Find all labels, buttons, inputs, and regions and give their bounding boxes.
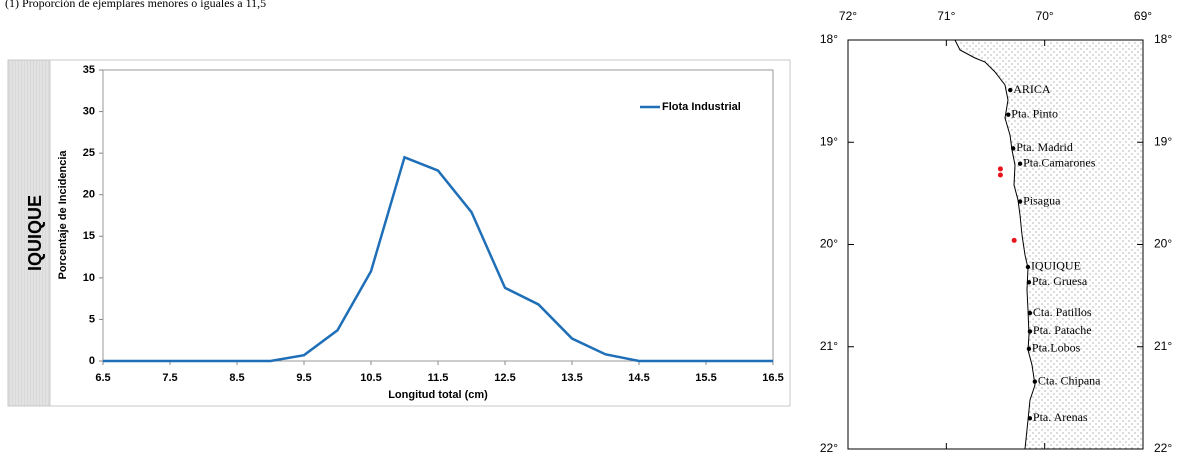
y-tick-label: 30	[83, 105, 95, 117]
place-dot	[1006, 112, 1011, 117]
y-tick-label: 35	[83, 64, 95, 76]
sample-point	[997, 172, 1003, 178]
chart-panel	[7, 59, 791, 407]
y-tick-label: 25	[83, 147, 95, 159]
x-tick-label: 8.5	[229, 372, 244, 384]
y-tick-label: 10	[83, 272, 95, 284]
y-tick-label: 15	[83, 230, 95, 242]
x-tick-label: 14.5	[628, 372, 649, 384]
place-label: Pta. Gruesa	[1032, 274, 1088, 288]
x-tick-label: 12.5	[494, 372, 515, 384]
place-label: Pta. Pinto	[1011, 106, 1058, 120]
place-label: Cta. Chipana	[1038, 373, 1101, 387]
lat-label: 21°	[1154, 339, 1172, 353]
place-label: Pisagua	[1023, 193, 1061, 207]
place-dot	[1011, 146, 1016, 151]
x-tick-label: 16.5	[762, 372, 783, 384]
lat-label: 20°	[820, 237, 838, 251]
panel-label-box	[7, 59, 51, 407]
caption: (1) Proporción de ejemplares menores o i…	[5, 0, 266, 10]
x-tick-label: 9.5	[296, 372, 311, 384]
place-dot	[1008, 87, 1013, 93]
coastline	[954, 39, 1144, 450]
lat-label: 21°	[820, 339, 838, 353]
data-line	[103, 155, 773, 363]
place-dot	[1032, 379, 1038, 384]
place-dot	[1027, 310, 1033, 316]
place-dot	[1017, 161, 1023, 166]
y-axis-label: Porcentaje de Incidencia	[57, 150, 69, 280]
lat-label: 18°	[1154, 32, 1172, 46]
place-dot	[1026, 346, 1032, 351]
place-dot	[1027, 329, 1033, 334]
place-label: Pta. Patache	[1033, 323, 1092, 337]
x-tick-label: 7.5	[162, 372, 177, 384]
x-tick-label: 6.5	[95, 372, 110, 384]
x-axis-label: Longitud total (cm)	[388, 389, 488, 401]
place-label: Pta. Arenas	[1033, 410, 1088, 424]
lon-label: 72°	[839, 9, 857, 23]
y-tick-label: 5	[89, 313, 95, 325]
lat-label: 22°	[1154, 441, 1172, 455]
place-dot	[1025, 264, 1031, 270]
y-tick-label: 0	[89, 355, 95, 367]
lat-label: 19°	[1154, 134, 1172, 148]
x-tick-label: 11.5	[428, 372, 449, 384]
lon-label: 71°	[937, 9, 955, 23]
lat-label: 19°	[820, 134, 838, 148]
map	[847, 39, 1144, 450]
legend-label: Flota Industrial	[662, 101, 741, 113]
x-tick-label: 15.5	[695, 372, 716, 384]
place-label: Pta.Lobos	[1032, 341, 1081, 355]
place-label: Pta.Camarones	[1023, 155, 1096, 169]
place-label: ARICA	[1013, 82, 1051, 96]
lat-label: 18°	[820, 32, 838, 46]
lat-label: 22°	[820, 441, 838, 455]
place-label: IQUIQUE	[1031, 259, 1081, 273]
place-dot	[1017, 199, 1023, 204]
x-tick-label: 13.5	[561, 372, 582, 384]
y-tick-label: 20	[83, 189, 95, 201]
place-dot	[1026, 280, 1032, 285]
lon-label: 70°	[1036, 9, 1054, 23]
lon-label: 69°	[1134, 9, 1152, 23]
place-dot	[1027, 416, 1033, 421]
place-label: Pta. Madrid	[1016, 140, 1073, 154]
sample-point	[997, 166, 1003, 172]
panel-label: IQUIQUE	[25, 195, 45, 271]
lat-label: 20°	[1154, 237, 1172, 251]
x-tick-label: 10.5	[360, 372, 381, 384]
sample-point	[1011, 237, 1017, 243]
place-label: Cta. Patillos	[1033, 305, 1092, 319]
